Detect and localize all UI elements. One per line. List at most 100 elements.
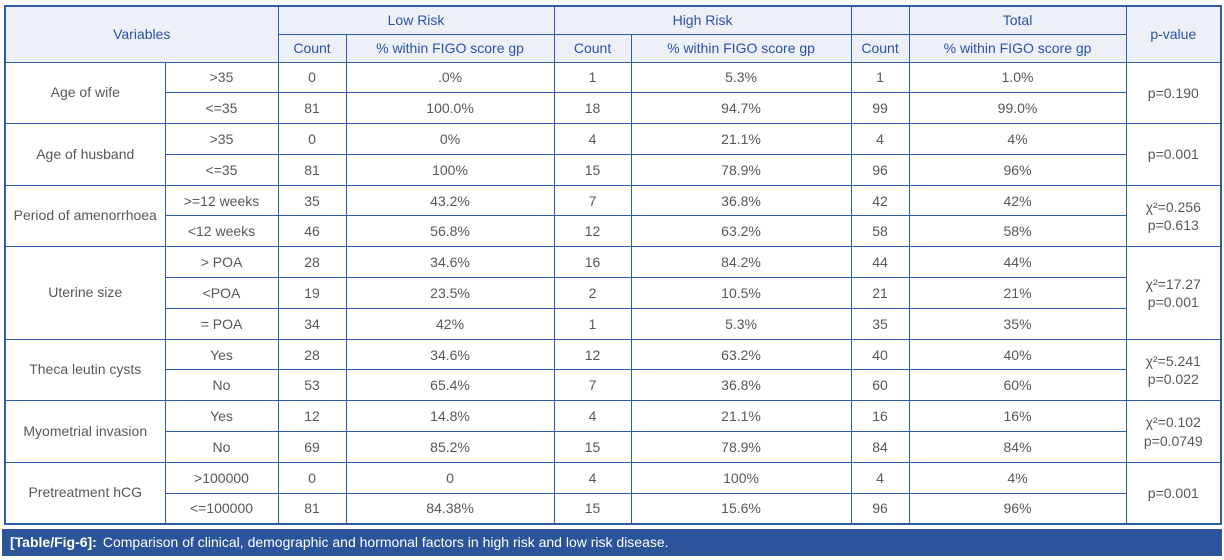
total-pct-cell: 4% <box>908 461 1127 494</box>
table-row: <POA 19 23.5% 2 10.5% 21 21% <box>5 277 1221 309</box>
p-value-cell: χ²=17.27 p=0.001 <box>1125 246 1222 340</box>
total-count-cell: 35 <box>850 307 910 340</box>
table-row: Age of husband >35 0 0% 4 21.1% 4 4% p=0… <box>4 123 1222 186</box>
header-row-columns: Count % within FIGO score gp Count % wit… <box>5 33 1221 63</box>
high-count-cell: 12 <box>553 338 632 371</box>
high-pct-cell: 63.2% <box>630 338 852 371</box>
total-count-cell: 60 <box>850 369 910 402</box>
low-count-cell: 28 <box>277 246 347 279</box>
total-pct-cell: 4% <box>908 123 1127 155</box>
category-cell: Yes <box>164 400 279 433</box>
variable-cell: Uterine size <box>4 246 166 340</box>
category-cell: No <box>164 431 279 463</box>
variable-cell: Period of amenorrhoea <box>4 184 166 248</box>
total-count-cell: 40 <box>850 338 910 371</box>
table-row: Theca leutin cysts Yes 28 34.6% 12 63.2%… <box>4 338 1222 402</box>
total-count-cell: 44 <box>850 246 910 279</box>
high-count-cell: 18 <box>553 92 632 125</box>
caption-tag: [Table/Fig-6]: <box>10 534 97 551</box>
category-cell: <=35 <box>164 153 279 186</box>
total-group-header: Total <box>908 5 1127 35</box>
p-value-cell: χ²=0.256 p=0.613 <box>1125 184 1222 248</box>
total-count-cell: 16 <box>850 400 910 433</box>
variable-cell: Age of husband <box>4 123 166 186</box>
high-count-cell: 12 <box>553 215 632 248</box>
high-count-header: Count <box>553 33 632 63</box>
low-pct-cell: 0% <box>345 123 555 155</box>
low-count-cell: 81 <box>277 92 347 125</box>
low-count-cell: 0 <box>277 461 347 494</box>
category-cell: > POA <box>164 246 279 279</box>
total-pct-cell: 35% <box>908 307 1127 340</box>
high-count-cell: 15 <box>553 153 632 186</box>
high-risk-group-header: High Risk <box>553 5 852 35</box>
low-pct-cell: 43.2% <box>345 184 555 217</box>
low-count-cell: 81 <box>277 153 347 186</box>
low-pct-cell: 56.8% <box>345 215 555 248</box>
total-pct-cell: 44% <box>908 246 1127 279</box>
variable-cell: Age of wife <box>4 61 166 125</box>
high-pct-cell: 63.2% <box>630 215 852 248</box>
low-risk-group-header: Low Risk <box>277 5 555 35</box>
high-pct-cell: 36.8% <box>630 369 852 402</box>
category-cell: <12 weeks <box>164 215 279 248</box>
table-row: Age of wife >35 0 .0% 1 5.3% 1 1.0% p=0.… <box>4 61 1222 125</box>
high-pct-cell: 84.2% <box>630 246 852 279</box>
high-count-cell: 4 <box>553 400 632 433</box>
low-count-cell: 28 <box>277 338 347 371</box>
high-pct-cell: 15.6% <box>630 492 852 525</box>
total-pct-cell: 1.0% <box>908 61 1127 94</box>
high-pct-cell: 36.8% <box>630 184 852 217</box>
category-cell: <=35 <box>164 92 279 125</box>
low-count-cell: 69 <box>277 431 347 463</box>
low-count-cell: 12 <box>277 400 347 433</box>
table-row: Pretreatment hCG >100000 0 0 4 100% 4 4%… <box>4 461 1222 525</box>
low-count-cell: 34 <box>277 307 347 340</box>
table-row: <=35 81 100% 15 78.9% 96 96% <box>5 153 1221 186</box>
high-count-cell: 2 <box>553 277 632 309</box>
total-pct-cell: 84% <box>908 431 1127 463</box>
total-pct-cell: 42% <box>908 184 1127 217</box>
total-count-cell: 58 <box>850 215 910 248</box>
high-pct-header: % within FIGO score gp <box>630 33 852 63</box>
low-pct-cell: 14.8% <box>345 400 555 433</box>
variable-cell: Pretreatment hCG <box>4 461 166 525</box>
high-pct-cell: 100% <box>630 461 852 494</box>
total-pct-cell: 96% <box>908 153 1127 186</box>
p-value-cell: χ²=5.241 p=0.022 <box>1125 338 1222 402</box>
variable-cell: Myometrial invasion <box>4 400 166 463</box>
low-pct-cell: 34.6% <box>345 246 555 279</box>
total-pct-cell: 16% <box>908 400 1127 433</box>
low-pct-header: % within FIGO score gp <box>345 33 555 63</box>
high-pct-cell: 78.9% <box>630 431 852 463</box>
low-pct-cell: 0 <box>345 461 555 494</box>
high-count-cell: 7 <box>553 184 632 217</box>
table-row: Period of amenorrhoea >=12 weeks 35 43.2… <box>4 184 1222 248</box>
low-count-cell: 46 <box>277 215 347 248</box>
low-pct-cell: 34.6% <box>345 338 555 371</box>
page: Variables Low Risk High Risk Total p-val… <box>0 5 1224 560</box>
total-count-cell: 4 <box>850 123 910 155</box>
low-pct-cell: 85.2% <box>345 431 555 463</box>
table-row: No 69 85.2% 15 78.9% 84 84% <box>5 431 1221 463</box>
high-pct-cell: 21.1% <box>630 123 852 155</box>
high-count-cell: 1 <box>553 61 632 94</box>
p-value-cell: χ²=0.102 p=0.0749 <box>1125 400 1222 463</box>
high-count-cell: 4 <box>553 461 632 494</box>
total-count-cell: 4 <box>850 461 910 494</box>
category-cell: >=12 weeks <box>164 184 279 217</box>
variables-header: Variables <box>4 5 279 63</box>
high-pct-cell: 78.9% <box>630 153 852 186</box>
high-pct-cell: 10.5% <box>630 277 852 309</box>
total-pct-cell: 40% <box>908 338 1127 371</box>
table-row: <12 weeks 46 56.8% 12 63.2% 58 58% <box>5 215 1221 248</box>
total-count-spacer-header <box>850 5 910 35</box>
table-row: <=100000 81 84.38% 15 15.6% 96 96% <box>5 492 1221 525</box>
category-cell: >35 <box>164 123 279 155</box>
low-count-cell: 35 <box>277 184 347 217</box>
table-row: Myometrial invasion Yes 12 14.8% 4 21.1%… <box>4 400 1222 463</box>
comparison-table: Variables Low Risk High Risk Total p-val… <box>4 5 1223 525</box>
total-count-cell: 96 <box>850 492 910 525</box>
table-row: Uterine size > POA 28 34.6% 16 84.2% 44 … <box>4 246 1222 340</box>
high-count-cell: 4 <box>553 123 632 155</box>
